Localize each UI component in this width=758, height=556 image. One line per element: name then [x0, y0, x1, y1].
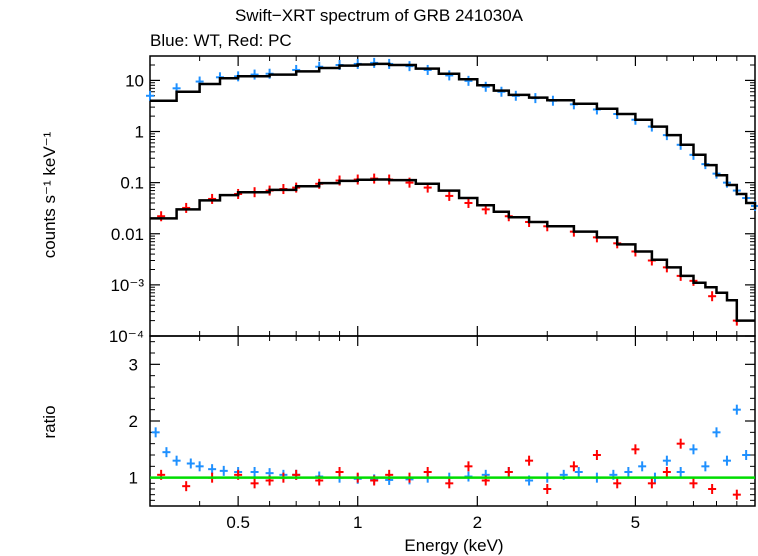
- y-tick-label: 0.1: [120, 174, 144, 193]
- chart-subtitle: Blue: WT, Red: PC: [150, 31, 292, 50]
- y-tick-label: 10⁻³: [110, 276, 144, 295]
- ratio-tick-label: 3: [129, 355, 138, 374]
- y-tick-label: 10: [125, 71, 144, 90]
- model-line-wt: [150, 62, 757, 210]
- ratio-tick-label: 2: [129, 412, 138, 431]
- model-line-pc: [150, 178, 755, 322]
- ratio-tick-label: 1: [129, 469, 138, 488]
- x-axis-label: Energy (keV): [404, 536, 504, 555]
- x-tick-label: 0.5: [226, 513, 250, 532]
- y-tick-label: 0.01: [111, 225, 144, 244]
- y-tick-label: 10⁻⁴: [109, 327, 144, 346]
- bottom-panel-frame: [149, 335, 756, 507]
- y-tick-label: 1: [135, 123, 144, 142]
- x-tick-label: 2: [473, 513, 482, 532]
- x-tick-label: 5: [631, 513, 640, 532]
- x-tick-label: 1: [353, 513, 362, 532]
- chart-title: Swift−XRT spectrum of GRB 241030A: [234, 6, 524, 25]
